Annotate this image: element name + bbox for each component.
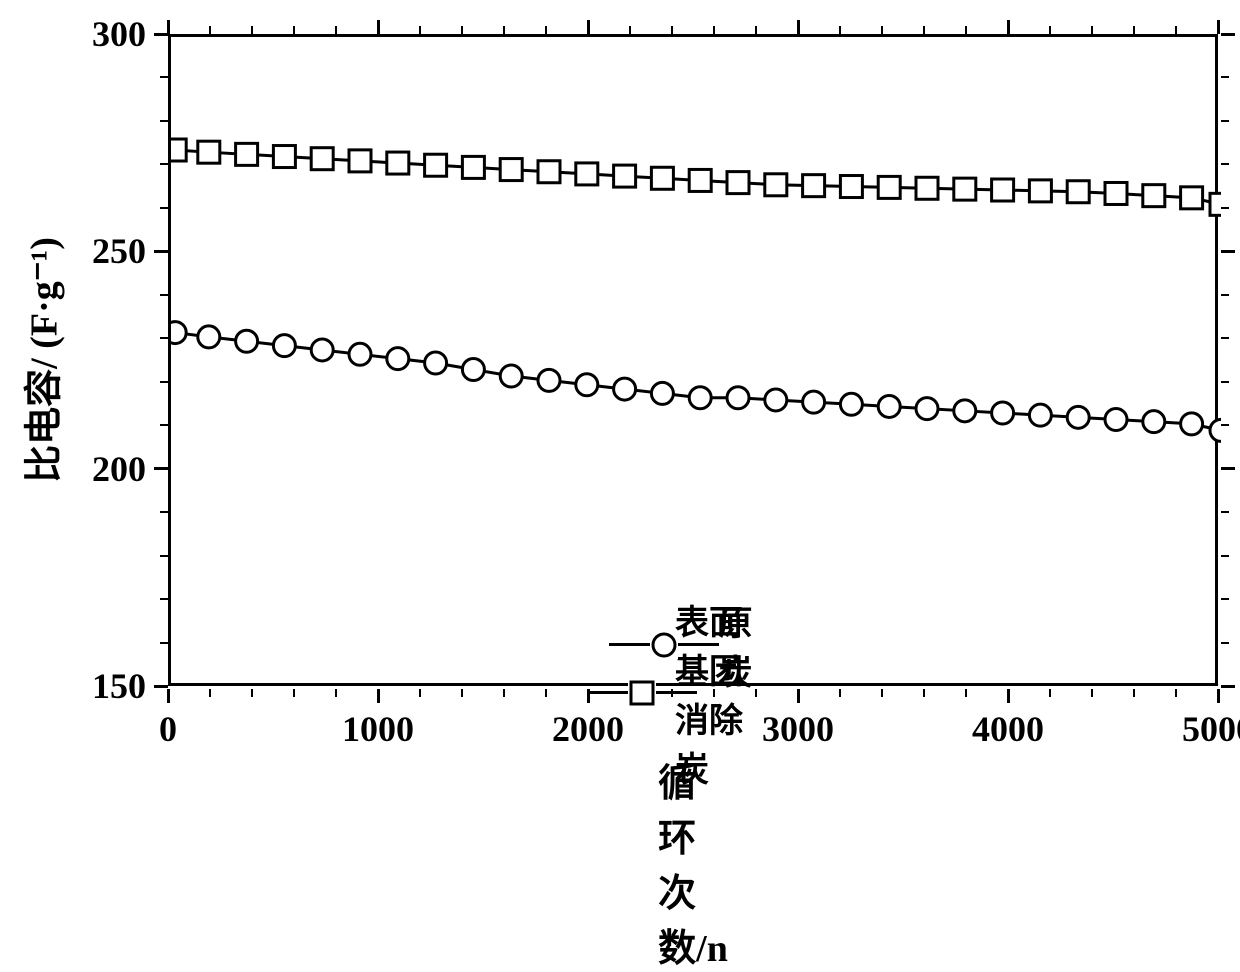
- legend: 原炭表面基团消除炭: [620, 621, 774, 717]
- legend-item: 表面基团消除炭: [620, 669, 774, 717]
- square-marker-icon: [628, 679, 656, 707]
- plot-svg: [171, 37, 1221, 689]
- plot-area: [168, 34, 1218, 686]
- y-axis-label: 比电容/ (F·g⁻¹): [13, 237, 68, 483]
- circle-marker-icon: [650, 631, 678, 659]
